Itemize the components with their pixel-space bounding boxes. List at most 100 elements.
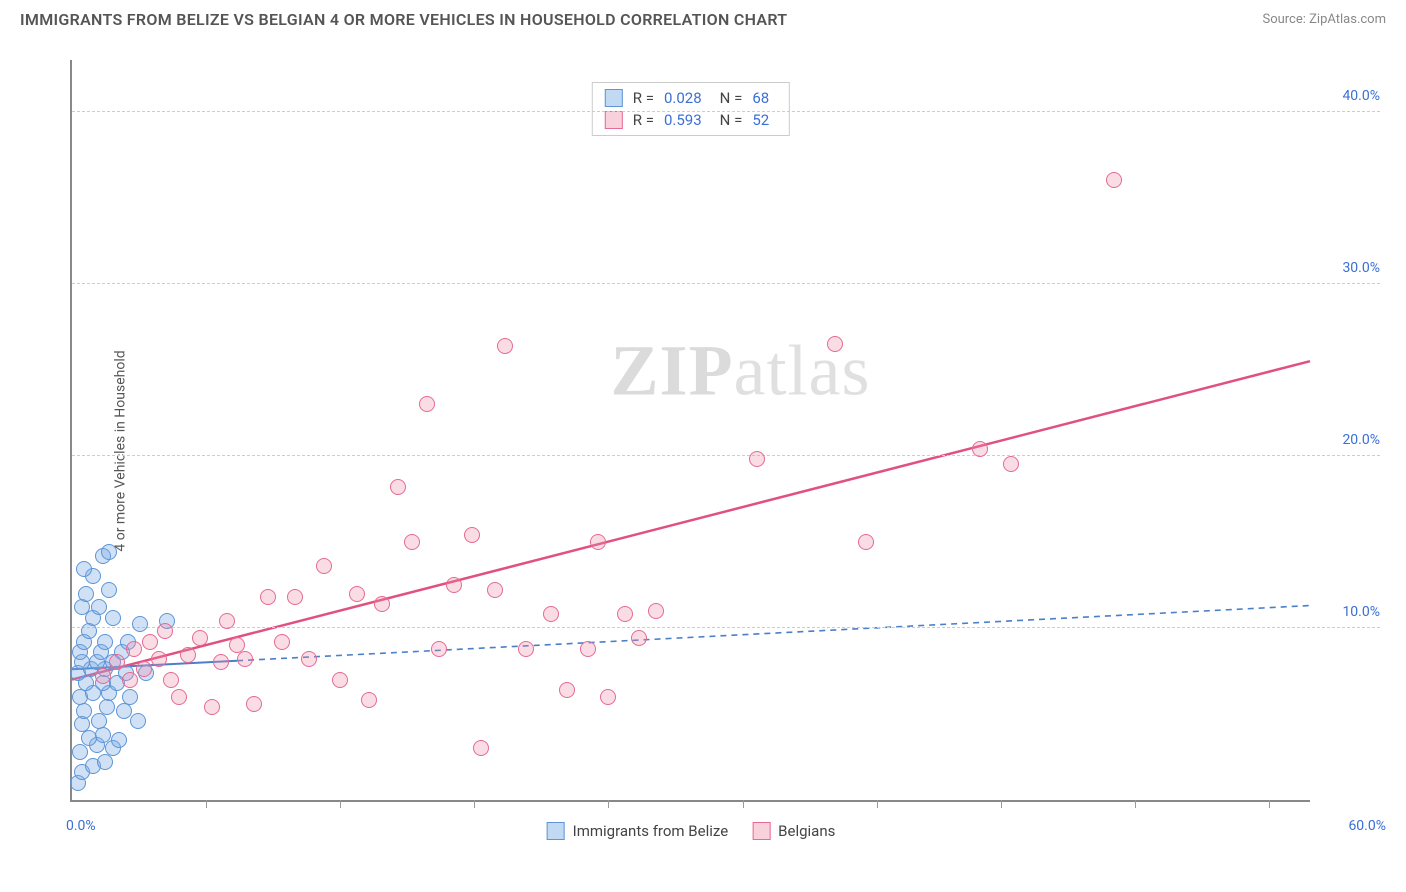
data-point — [464, 527, 480, 543]
data-point — [74, 716, 90, 732]
plot-area: ZIPatlas R =0.028N =68R =0.593N =52 0.0%… — [70, 60, 1310, 802]
legend-swatch-icon — [752, 822, 770, 840]
x-axis-min: 0.0% — [66, 818, 96, 834]
x-tick — [608, 800, 609, 808]
stat-legend: R =0.028N =68R =0.593N =52 — [592, 82, 790, 136]
data-point — [446, 577, 462, 593]
data-point — [78, 586, 94, 602]
data-point — [101, 544, 117, 560]
data-point — [590, 534, 606, 550]
data-point — [101, 582, 117, 598]
series-legend: Immigrants from Belize Belgians — [547, 822, 836, 840]
legend-swatch-icon — [605, 111, 623, 129]
stat-r-value: 0.593 — [664, 111, 702, 129]
data-point — [132, 616, 148, 632]
data-point — [404, 534, 420, 550]
data-point — [274, 634, 290, 650]
x-tick — [1135, 800, 1136, 808]
data-point — [213, 654, 229, 670]
data-point — [260, 589, 276, 605]
data-point — [122, 672, 138, 688]
data-point — [136, 661, 152, 677]
data-point — [74, 599, 90, 615]
x-tick — [1269, 800, 1270, 808]
x-tick — [743, 800, 744, 808]
data-point — [130, 713, 146, 729]
data-point — [580, 641, 596, 657]
data-point — [126, 641, 142, 657]
data-point — [219, 613, 235, 629]
data-point — [109, 654, 125, 670]
stat-legend-row: R =0.593N =52 — [605, 109, 777, 131]
legend-label: Immigrants from Belize — [573, 822, 729, 840]
data-point — [390, 479, 406, 495]
gridline — [72, 111, 1380, 112]
data-point — [972, 441, 988, 457]
data-point — [858, 534, 874, 550]
data-point — [91, 713, 107, 729]
x-tick — [877, 800, 878, 808]
stat-legend-row: R =0.028N =68 — [605, 87, 777, 109]
data-point — [111, 732, 127, 748]
x-tick — [1001, 800, 1002, 808]
data-point — [301, 651, 317, 667]
data-point — [287, 589, 303, 605]
data-point — [487, 582, 503, 598]
legend-item: Immigrants from Belize — [547, 822, 729, 840]
data-point — [171, 689, 187, 705]
data-point — [142, 634, 158, 650]
data-point — [76, 561, 92, 577]
y-tick-label: 20.0% — [1342, 432, 1380, 448]
data-point — [631, 630, 647, 646]
y-tick-label: 10.0% — [1342, 604, 1380, 620]
data-point — [827, 336, 843, 352]
data-point — [97, 754, 113, 770]
data-point — [151, 651, 167, 667]
data-point — [749, 451, 765, 467]
data-point — [332, 672, 348, 688]
data-point — [81, 623, 97, 639]
data-point — [518, 641, 534, 657]
data-point — [105, 610, 121, 626]
data-point — [192, 630, 208, 646]
data-point — [431, 641, 447, 657]
data-point — [316, 558, 332, 574]
data-point — [122, 689, 138, 705]
legend-label: Belgians — [778, 822, 835, 840]
data-point — [497, 338, 513, 354]
legend-swatch-icon — [547, 822, 565, 840]
data-point — [617, 606, 633, 622]
x-tick — [340, 800, 341, 808]
data-point — [163, 672, 179, 688]
data-point — [419, 396, 435, 412]
legend-item: Belgians — [752, 822, 835, 840]
data-point — [72, 744, 88, 760]
x-tick — [206, 800, 207, 808]
data-point — [473, 740, 489, 756]
y-tick-label: 30.0% — [1342, 260, 1380, 276]
data-point — [600, 689, 616, 705]
data-point — [76, 703, 92, 719]
data-point — [559, 682, 575, 698]
data-point — [95, 727, 111, 743]
x-axis-max: 60.0% — [1348, 818, 1386, 834]
data-point — [648, 603, 664, 619]
trend-lines — [72, 60, 1310, 800]
data-point — [204, 699, 220, 715]
x-tick — [474, 800, 475, 808]
stat-r-label: R = — [633, 111, 654, 129]
y-tick-label: 40.0% — [1342, 88, 1380, 104]
data-point — [99, 699, 115, 715]
data-point — [97, 634, 113, 650]
gridline — [72, 283, 1380, 284]
stat-r-value: 0.028 — [664, 89, 702, 107]
data-point — [1106, 172, 1122, 188]
legend-swatch-icon — [605, 89, 623, 107]
data-point — [116, 703, 132, 719]
data-point — [91, 599, 107, 615]
data-point — [157, 623, 173, 639]
data-point — [361, 692, 377, 708]
stat-n-value: 68 — [752, 89, 769, 107]
source-label: Source: ZipAtlas.com — [1262, 12, 1386, 27]
stat-n-label: N = — [720, 89, 743, 107]
